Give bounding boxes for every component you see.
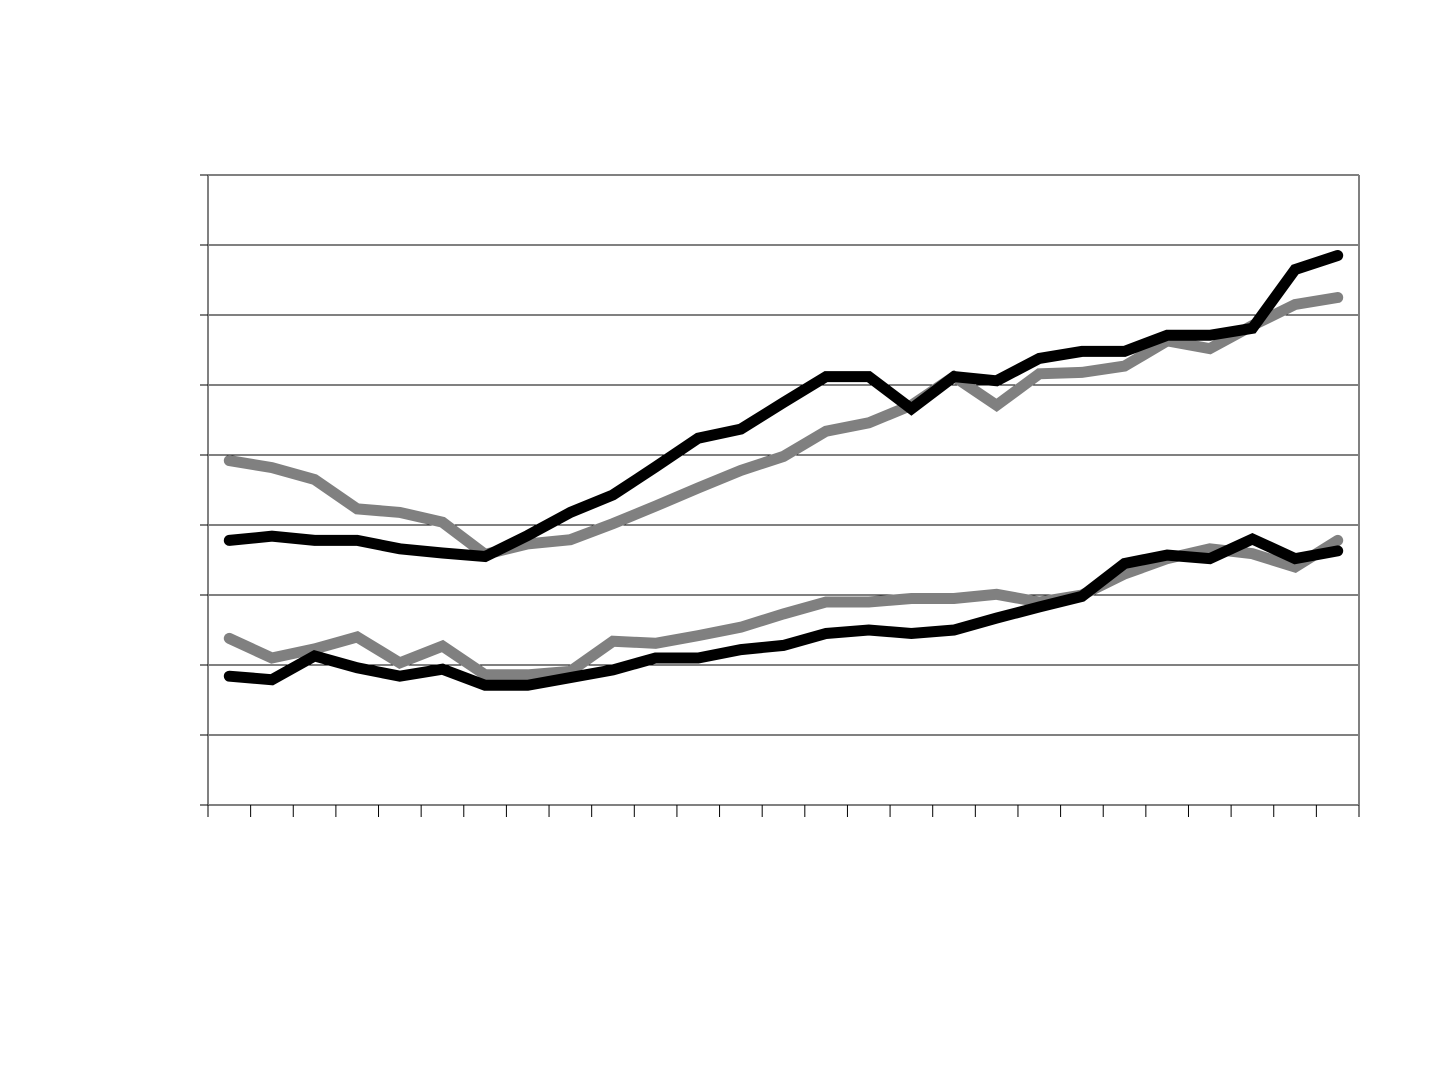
axes: [200, 174, 1360, 817]
series-line-4: [223, 532, 1344, 691]
gridlines: [208, 244, 1359, 736]
series-line-1: [223, 292, 1344, 561]
series-lines: [223, 250, 1344, 691]
series-line-3: [223, 534, 1344, 681]
series-line-2: [223, 250, 1344, 563]
